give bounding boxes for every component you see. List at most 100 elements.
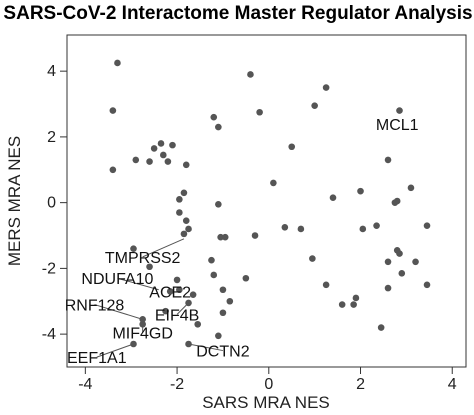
annotation-lines — [94, 238, 224, 358]
data-point — [247, 71, 254, 78]
data-point — [373, 222, 380, 229]
data-point — [215, 200, 222, 208]
x-tick-label: -2 — [170, 376, 184, 393]
data-point — [311, 102, 318, 109]
data-point — [166, 288, 174, 295]
data-point — [423, 222, 431, 229]
annotation-label: MIF4GD — [112, 325, 172, 342]
data-point — [146, 158, 153, 165]
data-point — [185, 299, 192, 307]
data-point — [176, 209, 183, 216]
annotation-label: DCTN2 — [196, 344, 249, 361]
annotation-label: ACE2 — [149, 284, 191, 301]
data-point — [180, 230, 188, 238]
data-point — [384, 284, 392, 292]
y-tick-label: 2 — [47, 129, 56, 146]
data-point — [176, 286, 183, 294]
data-point — [189, 291, 197, 298]
axis-ticks: -4 -2 0 2 4 -4 -2 0 2 4 — [42, 63, 457, 393]
data-point — [423, 281, 431, 289]
data-point — [398, 270, 406, 277]
data-point — [139, 316, 146, 323]
data-point — [350, 301, 357, 308]
data-point — [384, 156, 392, 164]
data-point — [322, 281, 330, 289]
annotation-label: MCL1 — [376, 117, 419, 134]
annotation-connector — [96, 343, 134, 358]
data-point — [338, 301, 346, 308]
data-point — [219, 286, 227, 294]
data-point — [182, 217, 190, 225]
data-point — [215, 332, 222, 340]
x-axis-label: SARS MRA NES — [202, 393, 330, 412]
data-points — [109, 59, 431, 348]
data-point — [329, 194, 337, 202]
annotation-label: TMPRSS2 — [105, 250, 181, 267]
data-point — [309, 255, 316, 262]
data-point — [359, 225, 367, 233]
y-tick-label: -2 — [42, 260, 56, 277]
data-point — [352, 294, 360, 302]
data-point — [146, 263, 153, 271]
annotation-label: RNF128 — [65, 298, 125, 315]
annotation-connector — [94, 304, 143, 320]
data-point — [210, 271, 218, 279]
data-point — [256, 108, 263, 116]
data-point — [185, 340, 192, 348]
data-point — [391, 199, 399, 206]
y-tick-label: 4 — [47, 63, 56, 80]
data-point — [396, 107, 403, 114]
data-point — [160, 151, 167, 159]
data-point — [169, 141, 176, 149]
data-point — [384, 258, 392, 266]
data-point — [182, 161, 190, 169]
annotation-connector — [117, 277, 159, 291]
data-point — [210, 113, 218, 121]
data-point — [185, 225, 192, 233]
annotation-label: EIF4B — [155, 307, 199, 324]
data-point — [173, 276, 181, 284]
data-point — [109, 166, 117, 174]
data-point — [130, 340, 137, 348]
data-point — [407, 184, 415, 192]
data-point — [139, 320, 146, 328]
data-point — [357, 187, 364, 195]
data-point — [180, 189, 188, 197]
data-point — [226, 297, 234, 305]
data-point — [150, 145, 158, 152]
y-tick-label: -4 — [42, 326, 56, 343]
x-tick-label: -4 — [78, 376, 92, 393]
chart-title: SARS-CoV-2 Interactome Master Regulator … — [3, 3, 472, 24]
plot-frame — [66, 34, 467, 368]
annotation-connector — [188, 343, 224, 352]
data-point — [270, 179, 277, 187]
data-point — [215, 123, 222, 131]
data-point — [132, 156, 140, 164]
data-point — [281, 223, 289, 231]
data-point — [217, 233, 224, 241]
data-point — [322, 84, 330, 91]
annotation-connector — [142, 238, 185, 258]
data-point — [194, 320, 202, 328]
data-point — [396, 250, 403, 257]
data-point — [412, 258, 419, 266]
data-point — [130, 245, 137, 252]
data-point — [288, 143, 296, 151]
y-axis-label: MERS MRA NES — [5, 136, 24, 266]
data-point — [162, 307, 169, 315]
data-point — [114, 59, 121, 67]
data-point — [219, 309, 227, 317]
x-tick-label: 2 — [356, 376, 365, 393]
data-point — [242, 274, 250, 282]
data-point — [157, 140, 165, 147]
annotation-label: NDUFA10 — [81, 271, 153, 288]
data-point — [208, 256, 215, 264]
data-point — [221, 233, 229, 241]
data-point — [297, 225, 305, 233]
data-point — [251, 232, 259, 239]
x-tick-label: 0 — [264, 376, 273, 393]
data-point — [109, 107, 117, 114]
